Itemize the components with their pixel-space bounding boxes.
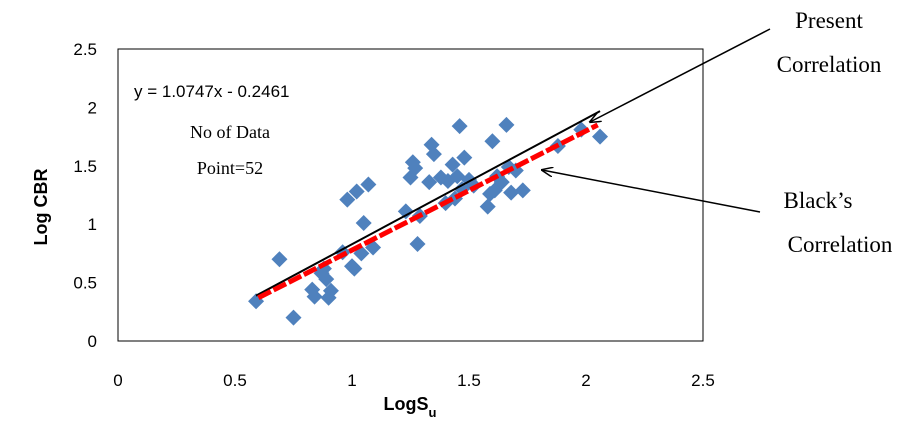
- regression-equation: y = 1.0747x - 0.2461: [134, 82, 289, 101]
- x-axis-title-main: LogS: [384, 394, 429, 414]
- x-tick-label: 0: [113, 371, 122, 390]
- x-tick-label: 2.5: [691, 371, 715, 390]
- y-tick-label: 2.5: [73, 40, 97, 59]
- x-tick-label: 0.5: [223, 371, 247, 390]
- y-tick-label: 0: [88, 332, 97, 351]
- present-correlation-arrow: [590, 28, 771, 122]
- black-correlation-label-line1: Black’s: [784, 188, 853, 213]
- y-tick-label: 2: [88, 98, 97, 117]
- present-correlation-line: [255, 110, 601, 297]
- y-axis-ticks: 0 0.5 1 1.5 2 2.5: [73, 40, 97, 351]
- data-point-marker: [503, 184, 520, 201]
- data-point-marker: [355, 215, 372, 232]
- y-tick-label: 1.5: [73, 157, 97, 176]
- data-point-marker: [318, 271, 335, 288]
- data-point-marker: [339, 191, 356, 208]
- data-point-marker: [271, 251, 288, 268]
- plot-area: [117, 48, 704, 342]
- data-point-marker: [514, 182, 531, 199]
- y-tick-label: 0.5: [73, 274, 97, 293]
- x-tick-label: 1.5: [457, 371, 481, 390]
- x-axis-title: LogSu: [384, 394, 437, 420]
- data-point-marker: [407, 160, 424, 177]
- data-point-marker: [425, 146, 442, 163]
- present-correlation-label-line1: Present: [795, 8, 863, 33]
- data-point-marker: [449, 168, 466, 185]
- data-point-marker: [592, 128, 609, 145]
- data-point-marker: [484, 133, 501, 150]
- data-point-marker: [421, 174, 438, 191]
- y-tick-label: 1: [88, 215, 97, 234]
- data-point-marker: [346, 260, 363, 277]
- data-point-marker: [409, 236, 426, 253]
- data-count-line1: No of Data: [190, 122, 270, 142]
- y-axis-title: Log CBR: [31, 169, 51, 246]
- data-point-marker: [456, 149, 473, 166]
- black-correlation-arrow: [542, 170, 761, 213]
- data-point-marker: [360, 176, 377, 193]
- data-count-line2: Point=52: [197, 158, 263, 178]
- black-correlation-label-line2: Correlation: [788, 232, 893, 257]
- data-point-marker: [444, 156, 461, 173]
- data-point-marker: [451, 118, 468, 135]
- data-point-marker: [348, 183, 365, 200]
- data-point-marker: [397, 203, 414, 220]
- data-point-marker: [285, 309, 302, 326]
- x-tick-label: 1: [347, 371, 356, 390]
- data-point-marker: [479, 198, 496, 215]
- trend-lines: [255, 110, 601, 301]
- x-axis-ticks: 0 0.5 1 1.5 2 2.5: [113, 371, 715, 390]
- data-point-marker: [306, 288, 323, 305]
- data-point-marker: [322, 282, 339, 299]
- x-tick-label: 2: [581, 371, 590, 390]
- data-point-marker: [498, 116, 515, 133]
- black-correlation-line: [257, 122, 599, 301]
- x-axis-title-subscript: u: [429, 405, 437, 420]
- present-correlation-label-line2: Correlation: [777, 52, 882, 77]
